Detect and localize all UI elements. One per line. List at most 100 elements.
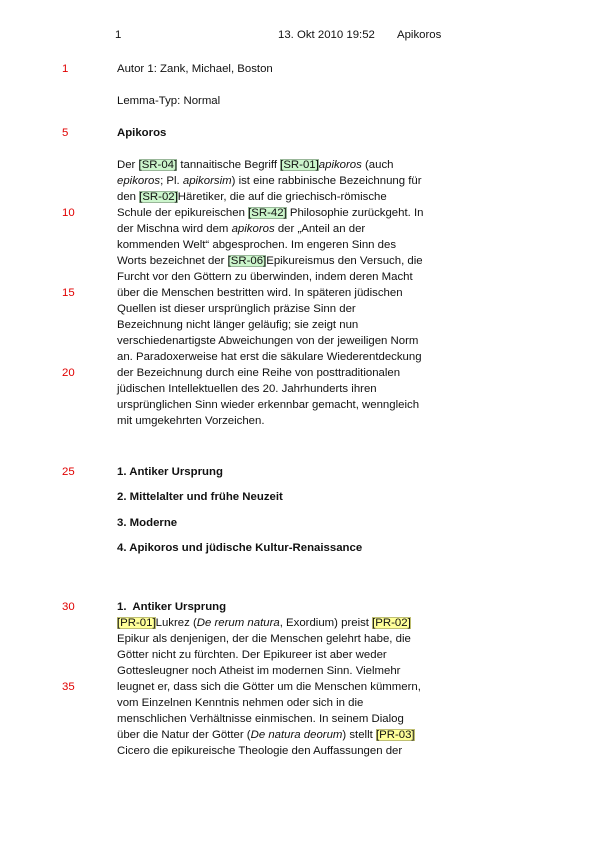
- header-page: 1: [115, 29, 122, 41]
- text-line: vom Einzelnen Kenntnis nehmen oder sich …: [117, 695, 363, 711]
- text: Bezeichnung nicht länger geläufig; sie z…: [117, 319, 359, 331]
- reference-tag: [SR-04]: [138, 159, 178, 171]
- text: kommenden Welt“ abgesprochen. Im engeren…: [117, 239, 397, 251]
- text: 3. Moderne: [117, 516, 178, 529]
- header-title: Apikoros: [397, 29, 442, 41]
- text-line: verschiedenartigste Abweichungen von der…: [117, 333, 418, 349]
- text-line: 1. Antiker Ursprung: [117, 464, 223, 480]
- emphasis: apikoros: [231, 223, 275, 235]
- text-line: jüdischen Intellektuellen des 20. Jahrhu…: [117, 381, 377, 397]
- header-date: 13. Okt 2010 19:52: [278, 29, 375, 41]
- lemma-title: Apikoros: [117, 127, 167, 139]
- reference-tag: [PR-02]: [372, 617, 411, 629]
- text-line: Epikur als denjenigen, der die Menschen …: [117, 631, 411, 647]
- text-line: den [SR-02]Häretiker, die auf die griech…: [117, 189, 387, 205]
- text-line: ursprünglichen Sinn wieder erkennbar gem…: [117, 397, 419, 413]
- text: über die Natur der Götter (: [117, 729, 251, 741]
- text-line: der Bezeichnung durch eine Reihe von pos…: [117, 365, 400, 381]
- text: Schule der epikureischen: [117, 207, 249, 219]
- text-line: 3. Moderne: [117, 515, 177, 531]
- text: leugnet er, dass sich die Götter um die …: [117, 681, 421, 693]
- text: Epikureismus den Versuch, die: [266, 255, 423, 267]
- line-number: 25: [62, 466, 75, 478]
- text-line: Autor 1: Zank, Michael, Boston: [117, 61, 273, 77]
- text-line: mit umgekehrten Vorzeichen.: [117, 413, 265, 429]
- text: (auch: [361, 159, 394, 171]
- text-line: Gottesleugner noch Atheist im modernen S…: [117, 663, 400, 679]
- text-line: Götter nicht zu fürchten. Der Epikureer …: [117, 647, 387, 663]
- text-line: über die Natur der Götter (De natura deo…: [117, 727, 415, 743]
- line-number: 1: [62, 63, 69, 75]
- text: ) ist eine rabbinische Bezeichnung für: [231, 175, 422, 187]
- text: an. Paradoxerweise hat erst die säkulare…: [117, 351, 422, 363]
- text: Worts bezeichnet der: [117, 255, 228, 267]
- emphasis: epikoros: [117, 175, 161, 187]
- reference-tag: [SR-06]: [227, 255, 267, 267]
- text-line: Schule der epikureischen [SR-42] Philoso…: [117, 205, 423, 221]
- text: der „Anteil an der: [274, 223, 366, 235]
- text-line: [PR-01]Lukrez (De rerum natura, Exordium…: [117, 615, 411, 631]
- text-line: über die Menschen bestritten wird. In sp…: [117, 285, 403, 301]
- text-line: Worts bezeichnet der [SR-06]Epikureismus…: [117, 253, 423, 269]
- text-line: Cicero die epikureische Theologie den Au…: [117, 743, 402, 759]
- emphasis: De rerum natura: [196, 617, 280, 629]
- text: ) stellt: [342, 729, 376, 741]
- text: menschlichen Verhältnisse einmischen. In…: [117, 713, 404, 725]
- reference-tag: [SR-02]: [139, 191, 178, 203]
- text: der Mischna wird dem: [117, 223, 232, 235]
- text: verschiedenartigste Abweichungen von der…: [117, 335, 419, 347]
- text: ursprünglichen Sinn wieder erkennbar gem…: [117, 399, 420, 411]
- line-number: 10: [62, 207, 75, 219]
- text-line: 4. Apikoros und jüdische Kultur-Renaissa…: [117, 540, 362, 556]
- text: jüdischen Intellektuellen des 20. Jahrhu…: [117, 383, 377, 395]
- reference-tag: [SR-42]: [248, 207, 287, 219]
- reference-tag: [PR-01]: [117, 617, 156, 629]
- text: Götter nicht zu fürchten. Der Epikureer …: [117, 649, 387, 661]
- text: 2. Mittelalter und frühe Neuzeit: [117, 491, 283, 504]
- line-number: 30: [62, 601, 75, 613]
- line-number: 5: [62, 127, 69, 139]
- text-line: menschlichen Verhältnisse einmischen. In…: [117, 711, 404, 727]
- text: der Bezeichnung durch eine Reihe von pos…: [117, 367, 401, 379]
- text-line: epikoros; Pl. apikorsim) ist eine rabbin…: [117, 173, 422, 189]
- text: über die Menschen bestritten wird. In sp…: [117, 287, 403, 299]
- text: Lemma-Typ: Normal: [117, 95, 221, 107]
- section-heading: 1. Antiker Ursprung: [117, 601, 227, 613]
- line-number: 35: [62, 681, 75, 693]
- text: Furcht vor den Göttern zu überwinden, in…: [117, 271, 413, 283]
- text: tannaitische Begriff: [177, 159, 281, 171]
- text: ; Pl.: [160, 175, 183, 187]
- text: Gottesleugner noch Atheist im modernen S…: [117, 665, 401, 677]
- emphasis: De natura deorum: [250, 729, 343, 741]
- text-line: kommenden Welt“ abgesprochen. Im engeren…: [117, 237, 396, 253]
- text-line: leugnet er, dass sich die Götter um die …: [117, 679, 421, 695]
- reference-tag: [SR-01]: [280, 159, 319, 171]
- text-line: Quellen ist dieser ursprünglich präzise …: [117, 301, 356, 317]
- emphasis: apikorsim: [182, 175, 232, 187]
- text: Quellen ist dieser ursprünglich präzise …: [117, 303, 356, 315]
- text-line: Der [SR-04] tannaitische Begriff [SR-01]…: [117, 157, 394, 173]
- text: Cicero die epikureische Theologie den Au…: [117, 745, 403, 757]
- text: Epikur als denjenigen, der die Menschen …: [117, 633, 411, 645]
- line-number: 20: [62, 367, 75, 379]
- text: 1. Antiker Ursprung: [117, 466, 223, 478]
- text-line: Furcht vor den Göttern zu überwinden, in…: [117, 269, 413, 285]
- text-line: 2. Mittelalter und frühe Neuzeit: [117, 489, 283, 505]
- text: mit umgekehrten Vorzeichen.: [117, 415, 265, 427]
- text: , Exordium) preist: [279, 617, 373, 629]
- text: Der: [117, 159, 139, 171]
- text-line: Lemma-Typ: Normal: [117, 93, 220, 109]
- text: 4. Apikoros und jüdische Kultur-Renaissa…: [117, 542, 363, 555]
- text: den: [117, 191, 140, 203]
- reference-tag: [PR-03]: [375, 729, 415, 741]
- text-line: an. Paradoxerweise hat erst die säkulare…: [117, 349, 422, 365]
- text-line: Bezeichnung nicht länger geläufig; sie z…: [117, 317, 358, 333]
- text: Häretiker, die auf die griechisch-römisc…: [177, 191, 387, 203]
- line-number: 15: [62, 287, 75, 299]
- text-line: der Mischna wird dem apikoros der „Antei…: [117, 221, 365, 237]
- emphasis: apikoros: [318, 159, 362, 171]
- text: vom Einzelnen Kenntnis nehmen oder sich …: [117, 697, 364, 709]
- text: Lukrez (: [155, 617, 197, 629]
- text: Autor 1: Zank, Michael, Boston: [117, 63, 273, 75]
